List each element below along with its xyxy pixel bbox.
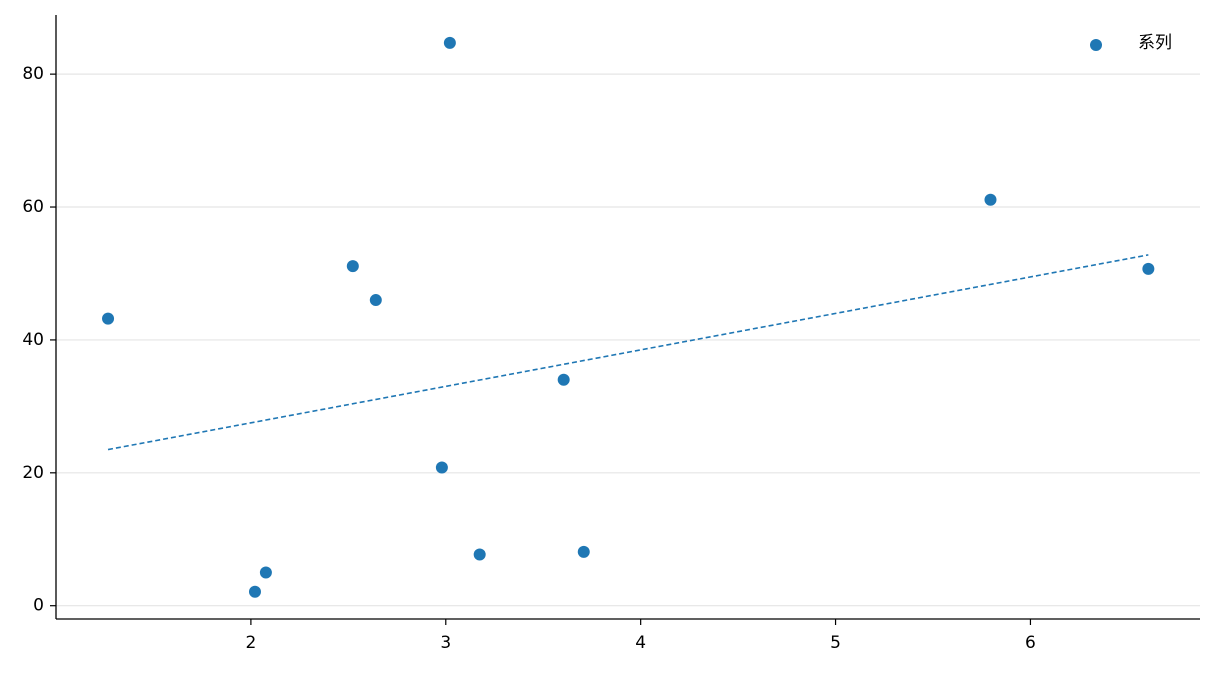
- x-tick-label: 3: [440, 633, 451, 653]
- point: [435, 461, 448, 474]
- point: [369, 294, 382, 307]
- x-tick-label: 2: [245, 633, 256, 653]
- point: [248, 585, 261, 598]
- point: [473, 548, 486, 561]
- y-tick-label: 20: [22, 463, 44, 483]
- y-tick-label: 0: [33, 596, 44, 616]
- point: [577, 545, 590, 558]
- point: [346, 260, 359, 273]
- y-tick-label: 40: [22, 330, 44, 350]
- x-tick-label: 4: [635, 633, 646, 653]
- y-tick-label: 60: [22, 197, 44, 217]
- point: [443, 36, 456, 49]
- x-tick-label: 6: [1025, 633, 1036, 653]
- legend-marker: [1090, 39, 1102, 51]
- trend-line: [107, 254, 1149, 451]
- point: [984, 193, 997, 206]
- legend-label: 系列: [1138, 33, 1172, 53]
- point: [557, 373, 570, 386]
- x-tick-label: 5: [830, 633, 841, 653]
- point: [1142, 262, 1155, 275]
- point: [259, 566, 272, 579]
- point: [102, 312, 115, 325]
- y-tick-label: 80: [22, 64, 44, 84]
